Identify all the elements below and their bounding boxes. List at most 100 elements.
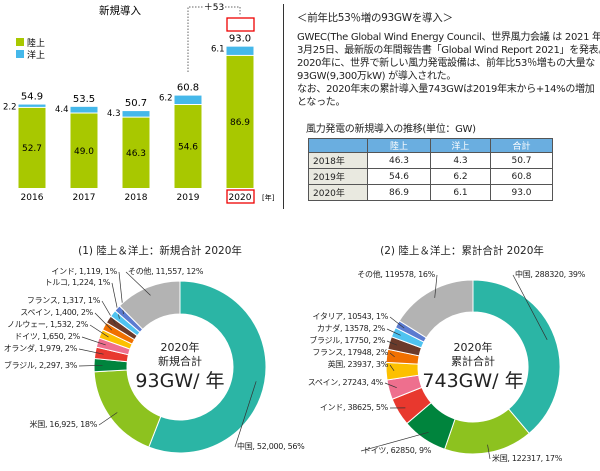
bar-total: 54.9 — [21, 92, 43, 103]
center-line: 2020年 — [160, 341, 200, 354]
slice-label: インド, 1,119, 1% — [51, 267, 117, 276]
slice-label: ドイツ, 62850, 9% — [363, 446, 432, 455]
text-line: 2020年に、世界で新しい風力発電設備は、前年比53％増もの大量な — [297, 58, 595, 69]
slice-label: 米国, 16,925, 18% — [29, 420, 98, 429]
bar-offshore — [226, 46, 254, 55]
slice-label: インド, 38625, 5% — [319, 403, 388, 412]
bar-offshore — [174, 95, 202, 105]
pie2-title: (2) 陸上＆洋上：累計合計 2020年 — [380, 245, 544, 257]
slice-label: ドイツ, 1,650, 2% — [14, 332, 80, 341]
text-line: GWEC(The Global Wind Energy Council、世界風力… — [297, 32, 600, 43]
bar-value: 6.1 — [211, 45, 225, 55]
leader-line — [384, 382, 397, 388]
x-tick-label: 2019 — [177, 193, 200, 203]
slice-label: その他, 11,557, 12% — [128, 267, 204, 276]
slice-label: スペイン, 27243, 4% — [307, 378, 384, 387]
leader-line — [89, 324, 109, 338]
leader-line — [94, 312, 113, 331]
difference-annotation: ＋53 — [204, 2, 224, 13]
slice-label: フランス, 1,317, 1% — [26, 296, 100, 305]
text-line: 93GW(9,300万kW) が導入された。 — [297, 71, 457, 82]
slice-label: その他, 119578, 16% — [357, 270, 435, 279]
table-row: 2019年 54.6 6.2 60.8 — [308, 168, 553, 185]
text-line: となった。 — [297, 97, 346, 108]
center-total: 93GW/ 年 — [135, 370, 225, 392]
x-unit: [年] — [262, 193, 275, 202]
donut-slice — [148, 280, 267, 454]
leader-line — [125, 271, 151, 296]
leader-line — [512, 274, 548, 340]
leader-line — [389, 352, 395, 358]
highlight-box — [226, 17, 255, 32]
slice-label: 中国, 288320, 39% — [515, 270, 585, 279]
bar-value: 4.3 — [107, 109, 121, 119]
leader-line — [389, 316, 405, 329]
center-total: 743GW/ 年 — [422, 370, 524, 392]
legend-label: 洋上 — [27, 49, 45, 61]
leader-line — [78, 348, 104, 355]
bar-value: 4.4 — [55, 105, 69, 115]
bar-total: 53.5 — [73, 94, 95, 105]
bar-offshore — [122, 111, 150, 117]
donut-slice — [118, 280, 181, 331]
x-tick-label: 2016 — [21, 193, 44, 203]
slice-label: スペイン, 1,400, 2% — [20, 308, 93, 317]
bar-title: 新規導入 — [99, 4, 141, 17]
table-title: 風力発電の新規導入の推移(単位：GW) — [306, 124, 476, 135]
bar-total: 50.7 — [125, 98, 147, 109]
leader-line — [389, 364, 395, 372]
bar-value: 49.0 — [74, 147, 94, 157]
text-heading: ＜前年比53％増の93GWを導入＞ — [297, 12, 453, 24]
annotation-bg — [203, 2, 225, 12]
x-tick-label: 2020 — [229, 193, 252, 203]
leader-line — [78, 364, 103, 367]
donut-slice — [472, 279, 561, 435]
divider — [283, 4, 284, 209]
highlight-box — [226, 189, 255, 204]
x-tick-label: 2017 — [73, 193, 96, 203]
leader-line — [386, 328, 401, 336]
text-line: なお、2020年末の累計導入量743GWは2019年末から+14%の増加 — [297, 84, 595, 95]
leader-line — [101, 300, 116, 325]
bar-value: 6.2 — [159, 94, 173, 104]
legend-label: 陸上 — [27, 37, 45, 49]
slice-label: 中国, 52,000, 56% — [237, 442, 305, 451]
bar-onshore — [70, 113, 98, 188]
slice-label: トルコ, 1,224, 1% — [44, 278, 111, 287]
cell: 2020年 — [308, 184, 368, 201]
leader-line — [98, 412, 118, 426]
slice-label: フランス, 17948, 2% — [312, 348, 388, 357]
th: 洋上 — [430, 138, 491, 153]
center-line: 2020年 — [453, 341, 493, 354]
slice-label: ブラジル, 17750, 2% — [309, 336, 385, 345]
bar-value: 52.7 — [22, 144, 42, 154]
legend-swatch — [16, 50, 24, 58]
cell: 93.0 — [490, 184, 553, 201]
pie2-center: 2020年 累計合計 743GW/ 年 — [422, 341, 523, 393]
bar-value: 86.9 — [230, 118, 250, 128]
slice-label: ブラジル, 2,297, 3% — [3, 361, 77, 370]
x-tick-label: 2018 — [125, 193, 148, 203]
bar-onshore — [174, 105, 202, 188]
leader-line — [487, 444, 491, 460]
leader-line — [234, 381, 257, 448]
bar-onshore — [18, 107, 46, 188]
slice-label: 米国, 122317, 17% — [492, 454, 562, 463]
th — [308, 138, 368, 153]
slice-label: カナダ, 13578, 2% — [316, 324, 385, 333]
leader-line — [81, 336, 106, 346]
center-line: 新規合計 — [157, 355, 202, 368]
donut-slice — [398, 279, 474, 339]
table-row: 2018年 46.3 4.3 50.7 — [308, 152, 553, 169]
bar-value: 54.6 — [178, 143, 198, 153]
bar-value: 46.3 — [126, 149, 146, 159]
bar-total: 60.8 — [177, 83, 199, 94]
slice-label: 英国, 23937, 3% — [327, 360, 389, 369]
leader-line — [360, 431, 429, 452]
leader-line — [434, 274, 438, 298]
leader-line — [386, 340, 398, 346]
bar-value: 2.2 — [3, 103, 17, 113]
legend-swatch — [16, 38, 24, 46]
